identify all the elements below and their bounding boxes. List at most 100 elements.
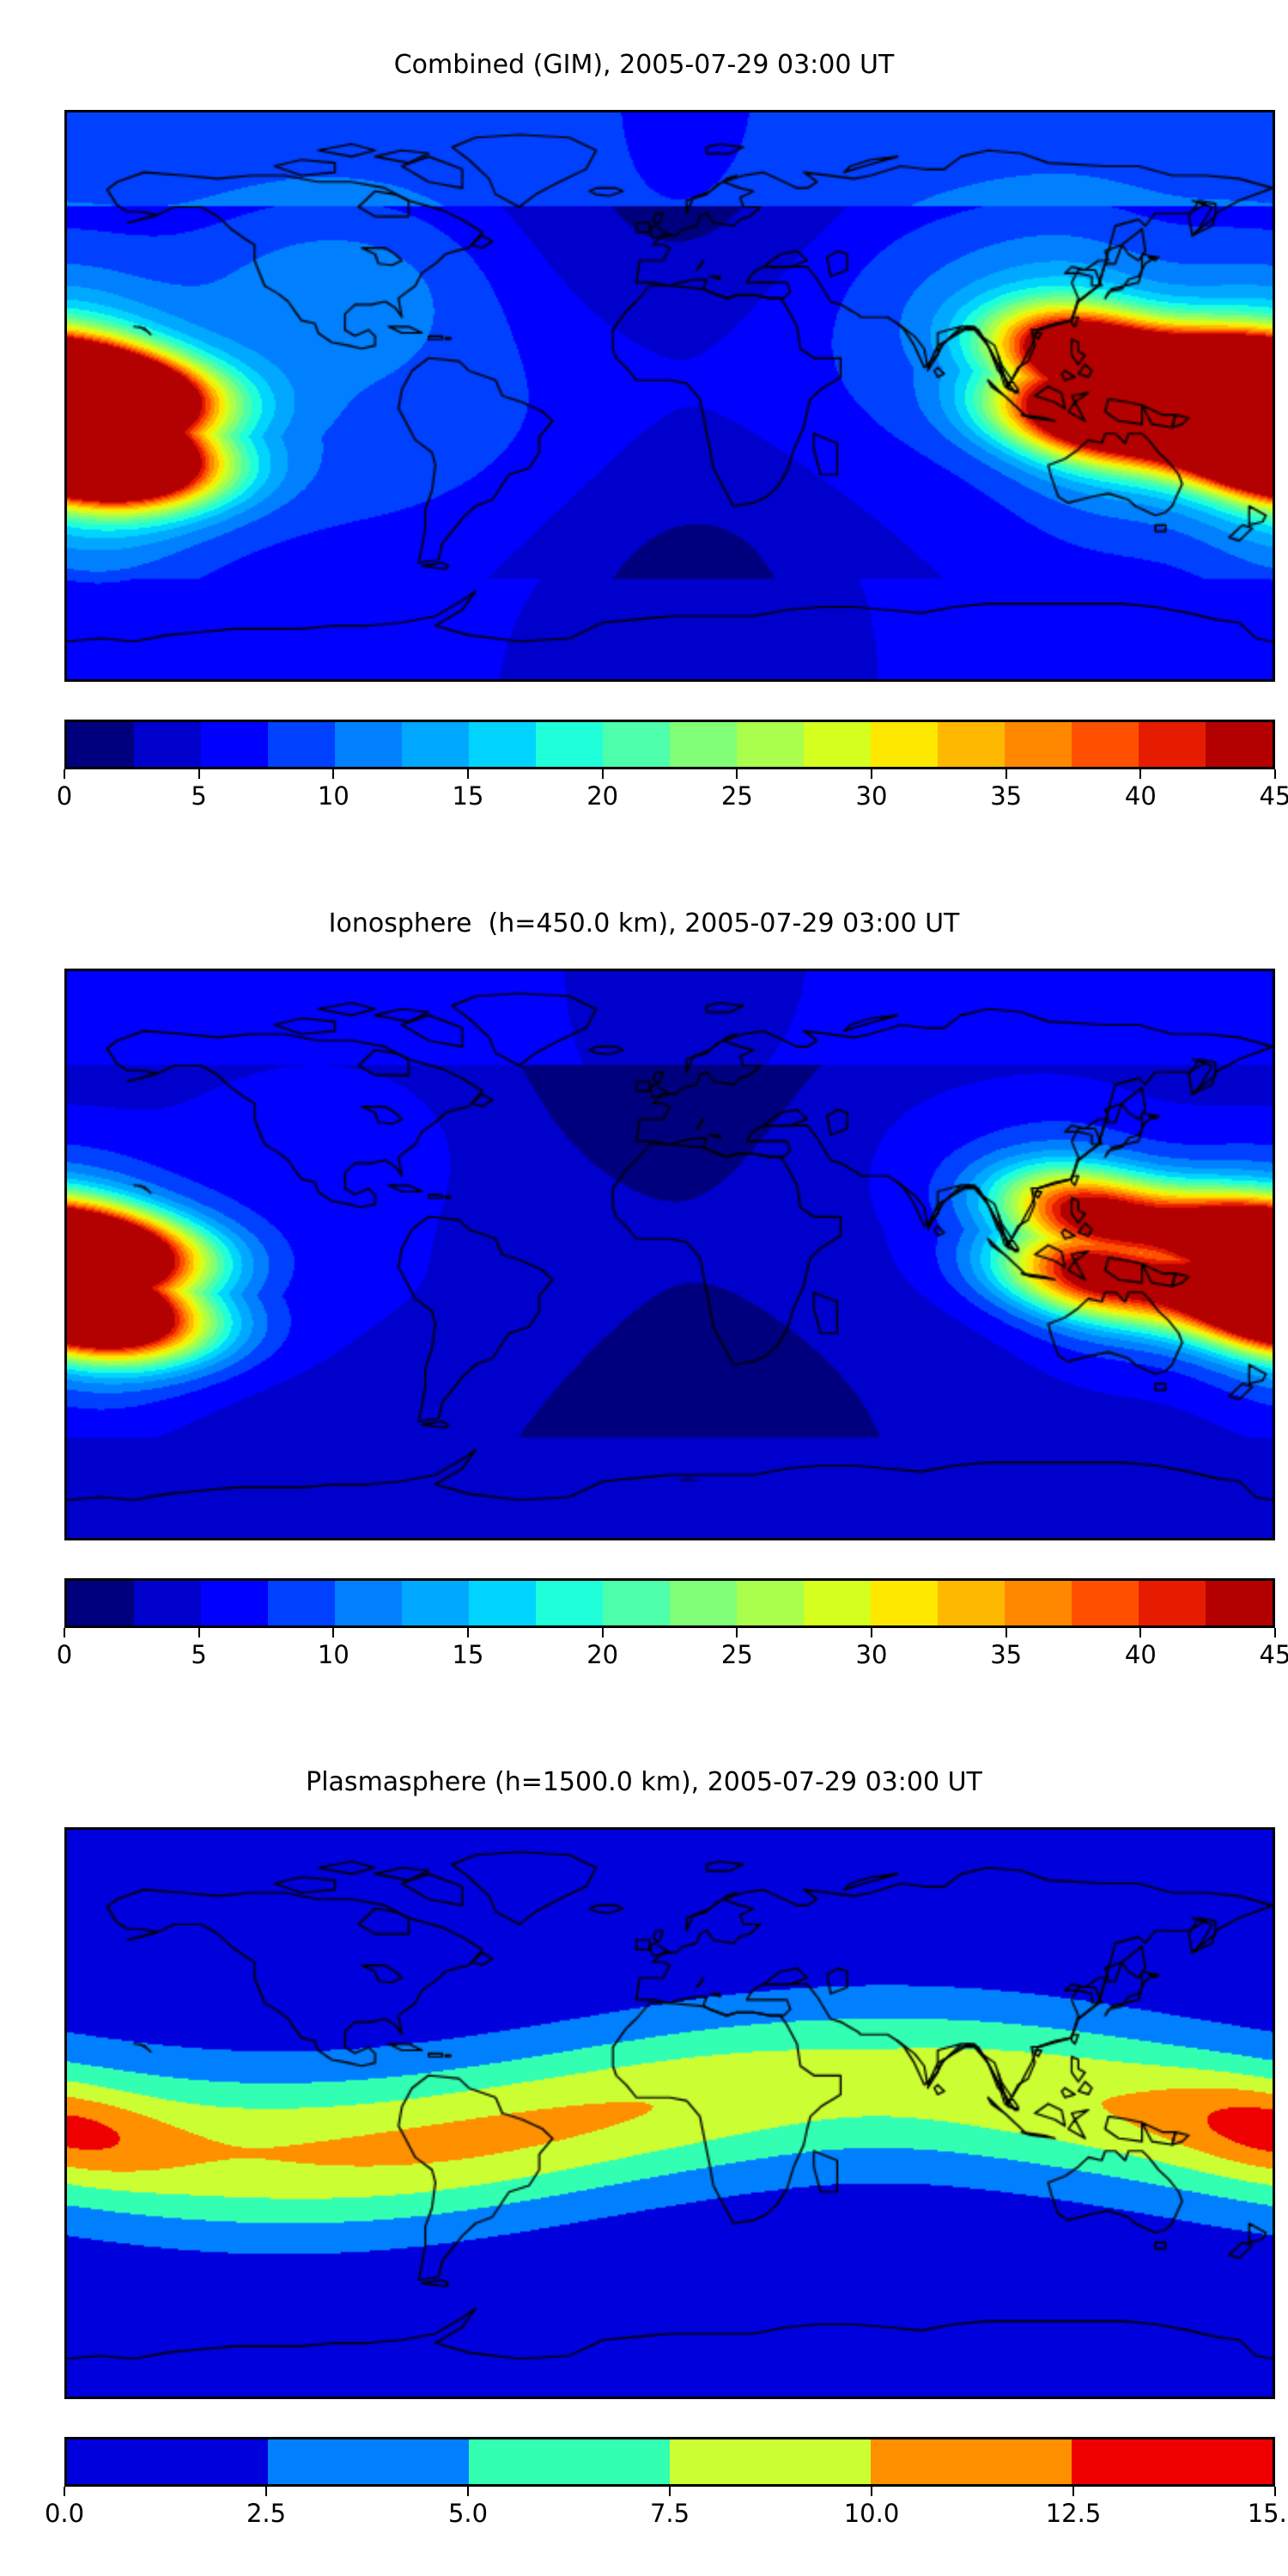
colorbar-band	[1005, 722, 1072, 767]
colorbar-band	[1072, 1581, 1139, 1625]
colorbar-tick	[467, 1628, 469, 1637]
colorbar-band	[134, 722, 201, 767]
panel-title-plasmasphere: Plasmasphere (h=1500.0 km), 2005-07-29 0…	[306, 1767, 982, 1797]
colorbar-tick-label: 5.0	[447, 2499, 489, 2528]
colorbar-band	[737, 722, 804, 767]
colorbar-tick	[1274, 769, 1276, 779]
colorbar-band	[67, 722, 134, 767]
colorbar-band	[871, 1581, 938, 1625]
colorbar-tick	[1005, 1628, 1007, 1637]
colorbar-ionosphere: 0 5 10 15 20 25 30 35 40 45	[57, 1578, 1288, 1669]
colorbar-tick-label: 35	[990, 1640, 1023, 1669]
colorbar-tick-label: 5	[191, 781, 207, 811]
colorbar-band	[67, 1581, 134, 1625]
colorbar-tick	[601, 1628, 604, 1637]
colorbar-band	[804, 722, 871, 767]
colorbar-tick	[64, 769, 65, 779]
colorbar-gradient-combined	[64, 720, 1275, 769]
colorbar-tick	[332, 1628, 335, 1637]
colorbar-tick-label: 30	[855, 781, 888, 811]
panel-title-combined: Combined (GIM), 2005-07-29 03:00 UT	[393, 50, 895, 80]
colorbar-tick	[1139, 1628, 1142, 1637]
colorbar-tick	[669, 2487, 671, 2496]
colorbar-tick	[265, 2487, 267, 2496]
colorbar-tick-label: 5	[191, 1640, 207, 1669]
colorbar-tick-label: 0	[56, 781, 73, 811]
colorbar-band	[1072, 2439, 1273, 2484]
colorbar-tick-label: 10	[317, 781, 349, 811]
colorbar-band	[201, 722, 268, 767]
colorbar-gradient-ionosphere	[64, 1578, 1275, 1628]
colorbar-tick-label: 35	[990, 781, 1023, 811]
colorbar-band	[1139, 1581, 1206, 1625]
colorbar-band	[268, 722, 335, 767]
colorbar-tick	[1139, 769, 1142, 779]
panel-plasmasphere: Plasmasphere (h=1500.0 km), 2005-07-29 0…	[0, 1717, 1288, 2576]
colorbar-band	[335, 722, 402, 767]
colorbar-band	[469, 1581, 536, 1625]
colorbar-tick-label: 7.5	[649, 2499, 690, 2528]
colorbar-tick-label: 25	[720, 781, 753, 811]
colorbar-tick-label: 45	[1259, 1640, 1288, 1669]
colorbar-tick-label: 15	[452, 781, 484, 811]
colorbar-band	[804, 1581, 871, 1625]
colorbar-band	[469, 2439, 670, 2484]
colorbar-tick	[871, 1628, 872, 1637]
colorbar-tick-label: 15	[452, 1640, 484, 1669]
colorbar-tick-label: 10	[317, 1640, 349, 1669]
colorbar-tick	[1274, 1628, 1276, 1637]
colorbar-tick-label: 12.5	[1045, 2499, 1102, 2528]
colorbar-tick	[64, 2487, 65, 2496]
colorbar-band	[1206, 1581, 1273, 1625]
colorbar-band	[871, 2439, 1072, 2484]
panel-ionosphere: Ionosphere (h=450.0 km), 2005-07-29 03:0…	[0, 859, 1288, 1717]
colorbar-band	[938, 1581, 1005, 1625]
colorbar-tick-label: 20	[586, 1640, 619, 1669]
colorbar-tick-label: 40	[1124, 1640, 1157, 1669]
colorbar-tick-label: 20	[586, 781, 619, 811]
colorbar-band	[603, 1581, 670, 1625]
colorbar-tick	[871, 769, 872, 779]
colorbar-band	[536, 722, 603, 767]
colorbar-tick	[871, 2487, 872, 2496]
colorbar-tick-label: 15.0	[1247, 2499, 1288, 2528]
map-canvas-combined	[67, 112, 1273, 679]
colorbar-tick	[467, 2487, 469, 2496]
colorbar-tick-label: 40	[1124, 781, 1157, 811]
colorbar-tick-label: 2.5	[246, 2499, 287, 2528]
colorbar-band	[670, 2439, 871, 2484]
map-plasmasphere	[64, 1827, 1275, 2399]
colorbar-tick-label: 25	[720, 1640, 753, 1669]
colorbar-band	[603, 722, 670, 767]
colorbar-tick-label: 0	[56, 1640, 73, 1669]
colorbar-band	[737, 1581, 804, 1625]
colorbar-band	[134, 1581, 201, 1625]
colorbar-tick	[332, 769, 335, 779]
colorbar-tick	[1072, 2487, 1074, 2496]
panel-combined-gim: Combined (GIM), 2005-07-29 03:00 UT 0 5 10…	[0, 0, 1288, 859]
colorbar-band	[536, 1581, 603, 1625]
colorbar-tick	[1274, 2487, 1276, 2496]
colorbar-band	[1005, 1581, 1072, 1625]
colorbar-tick-label: 10.0	[843, 2499, 900, 2528]
colorbar-tick	[601, 769, 604, 779]
colorbar-band	[335, 1581, 402, 1625]
colorbar-tick	[736, 1628, 738, 1637]
colorbar-plasmasphere: 0.0 2.5 5.0 7.5 10.0 12.5 15.0	[45, 2437, 1288, 2528]
map-canvas-plasmasphere	[67, 1830, 1273, 2397]
colorbar-band	[1206, 722, 1273, 767]
colorbar-band	[402, 722, 469, 767]
colorbar-tick	[197, 1628, 200, 1637]
colorbar-band	[402, 1581, 469, 1625]
colorbar-tick-label: 0.0	[44, 2499, 85, 2528]
colorbar-band	[469, 722, 536, 767]
colorbar-band	[871, 722, 938, 767]
colorbar-gradient-plasmasphere	[64, 2437, 1275, 2487]
colorbar-tick	[64, 1628, 65, 1637]
colorbar-tick-label: 30	[855, 1640, 888, 1669]
colorbar-tick	[736, 769, 738, 779]
colorbar-band	[670, 722, 737, 767]
colorbar-band	[1072, 722, 1139, 767]
colorbar-tick-label: 45	[1259, 781, 1288, 811]
colorbar-band	[268, 1581, 335, 1625]
